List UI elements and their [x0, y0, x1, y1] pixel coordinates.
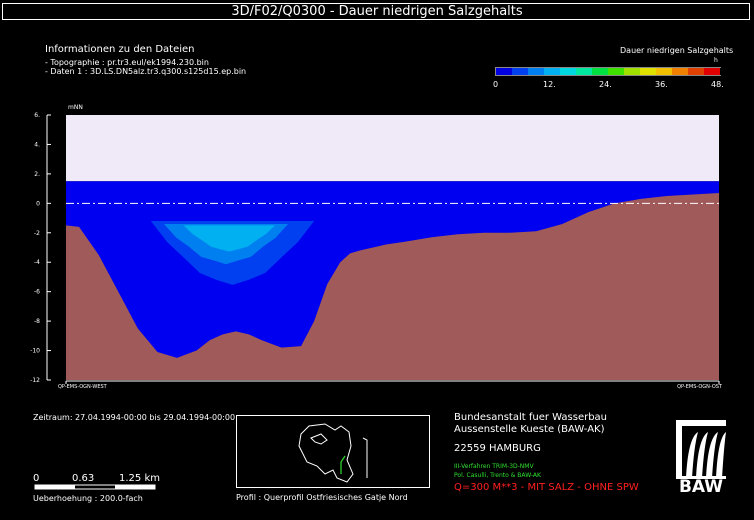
colorbar-cell	[688, 68, 705, 75]
scale-label-mid: 0.63	[72, 473, 95, 484]
time-range: Zeitraum: 27.04.1994-00:00 bis 29.04.199…	[33, 413, 236, 422]
info-topography: - Topographie : pr.tr3.eul/ek1994.230.bi…	[45, 58, 209, 67]
colorbar-tick-label: 36.	[655, 80, 668, 89]
institution-city: 22559 HAMBURG	[454, 443, 541, 454]
colorbar-title: Dauer niedrigen Salzgehalts	[620, 46, 734, 55]
colorbar-cell	[592, 68, 609, 75]
colorbar-ticks: 0 12. 24. 36. 48.	[0, 80, 754, 90]
y-tick-label: 0	[36, 200, 40, 207]
institution-branch: Aussenstelle Kueste (BAW-AK)	[454, 424, 605, 435]
y-tick-label: -12	[30, 377, 40, 384]
colorbar-tick-label: 24.	[599, 80, 612, 89]
air-region	[66, 115, 719, 182]
y-tick-label: 6.	[34, 112, 40, 119]
baw-logo-text: BAW	[678, 477, 724, 497]
chart-title: 3D/F02/Q0300 - Dauer niedrigen Salzgehal…	[231, 4, 523, 19]
y-tick-label: -2	[34, 230, 40, 237]
location-map	[236, 415, 430, 488]
title-frame	[2, 3, 750, 20]
info-data-file: - Daten 1 : 3D.LS.DN5alz.tr3.q300.s125d1…	[45, 67, 247, 76]
model-method: III-Verfahren TRIM-3D-NMV	[454, 463, 534, 470]
x-end-label: QP-EMS-OGN-OST	[677, 384, 723, 390]
colorbar-tick-label: 0	[493, 80, 499, 89]
institution-name: Bundesanstalt fuer Wasserbau	[454, 412, 608, 423]
y-tick-label: -8	[34, 318, 40, 325]
colorbar-tick-label: 48.	[711, 80, 724, 89]
colorbar-cell	[608, 68, 625, 75]
bed-profile	[66, 193, 719, 380]
scenario-label: Q=300 M**3 - MIT SALZ - OHNE SPW	[454, 482, 639, 493]
colorbar	[495, 67, 721, 76]
scale-label-end: 1.25 km	[119, 473, 160, 484]
colorbar-cell	[704, 68, 721, 75]
colorbar-cell	[624, 68, 641, 75]
profile-name: Profil : Querprofil Ostfriesisches Gatje…	[236, 493, 408, 502]
colorbar-cell	[560, 68, 577, 75]
location-map-outline	[298, 423, 368, 483]
colorbar-cell	[496, 68, 513, 75]
y-axis-label: mNN	[68, 104, 83, 111]
colorbar-tick-label: 12.	[543, 80, 556, 89]
x-start-label: QP-EMS-OGN-WEST	[58, 384, 108, 390]
colorbar-cell	[640, 68, 657, 75]
salinity-zone-3	[183, 225, 275, 252]
model-credit: Pol. Casulli, Trento & BAW-AK	[454, 472, 541, 479]
y-tick-label: -4	[34, 259, 40, 266]
vertical-exaggeration: Ueberhoehung : 200.0-fach	[33, 494, 143, 503]
colorbar-cell	[672, 68, 689, 75]
colorbar-unit: h	[714, 57, 718, 64]
y-tick-label: 4.	[34, 141, 40, 148]
y-tick-label: -10	[30, 348, 40, 355]
info-heading: Informationen zu den Dateien	[45, 44, 195, 55]
colorbar-cell	[544, 68, 561, 75]
colorbar-cell	[576, 68, 593, 75]
y-tick-label: 2.	[34, 171, 40, 178]
cross-section-chart: mNN 6. 4. 2. 0 -2 -4 -6 -8 -10 -12 QP-EMS-OGN-WEST Q…	[30, 104, 723, 390]
scale-bar	[34, 484, 156, 490]
scale-label-0: 0	[33, 473, 40, 484]
colorbar-cell	[656, 68, 673, 75]
colorbar-cell	[528, 68, 545, 75]
colorbar-cell	[512, 68, 529, 75]
y-tick-label: -6	[34, 289, 40, 296]
baw-logo: BAW	[672, 416, 730, 496]
baw-logo-graphic	[676, 420, 726, 479]
